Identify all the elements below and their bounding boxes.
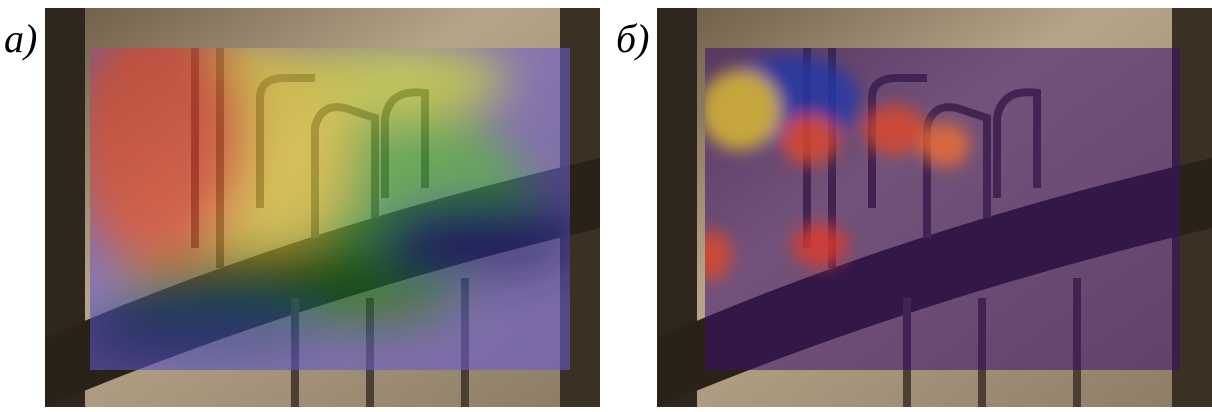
panel-a: а) (4, 8, 600, 407)
heatmap (70, 10, 580, 370)
page: {"panels": [{"label": "а)"}, {"label": "… (0, 0, 1212, 407)
panel-label: б) (616, 16, 649, 61)
panel-label: а) (4, 16, 37, 61)
figure: а) б) (0, 0, 1212, 407)
heatmap (692, 48, 1180, 370)
panel-b: б) (616, 8, 1212, 407)
